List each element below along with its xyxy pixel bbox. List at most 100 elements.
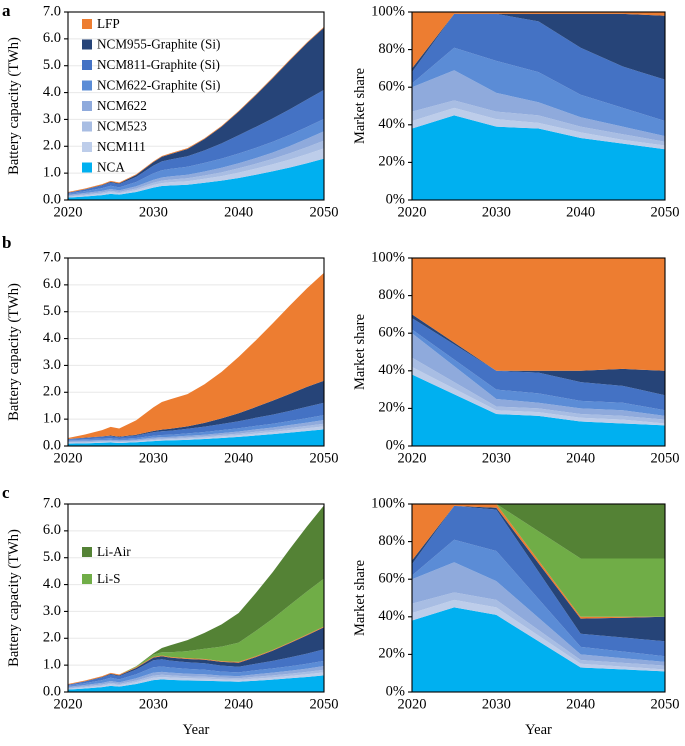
x-tick-label: 2050 <box>651 451 680 467</box>
legend-swatch <box>82 574 92 584</box>
y-tick-label: 6.0 <box>43 276 61 292</box>
x-tick-label: 2030 <box>139 697 168 713</box>
area-band-ncm523 <box>412 592 665 670</box>
y-tick-label: 4.0 <box>43 576 61 592</box>
area-band-lfp <box>68 626 324 685</box>
legend-swatch <box>82 60 92 70</box>
area-band-ncm111 <box>412 367 665 426</box>
y-tick-label: 0% <box>386 191 405 207</box>
y-axis-title: Battery capacity (TWh) <box>6 283 22 421</box>
y-tick-label: 0.0 <box>43 683 61 699</box>
area-band-ncm622 <box>412 70 665 142</box>
legend-label: NCM523 <box>97 119 147 134</box>
area-band-ncm622 <box>412 562 665 666</box>
area-band-ncm523 <box>412 357 665 424</box>
y-tick-label: 100% <box>371 3 405 19</box>
area-band-ncm955-graphite-si <box>68 27 324 193</box>
y-tick-label: 0.0 <box>43 191 61 207</box>
area-band-nca <box>68 675 324 692</box>
y-tick-label: 20% <box>378 646 405 662</box>
legend-swatch <box>82 162 92 173</box>
panel-letter-a: a <box>2 1 11 20</box>
y-tick-label: 2.0 <box>43 630 61 646</box>
y-tick-label: 3.0 <box>43 603 61 619</box>
legend-label: Li-S <box>97 571 120 586</box>
chart-c-capacity-svg: 0.0 1.0 2.0 3.0 4.0 5.0 6.0 7.0 2020 2030 2040 2050… <box>6 495 339 738</box>
panel-b: b 0.0 1.0 2.0 3.0 4.0 5.0 6.0 7.0 2020 2030 2040 20… <box>0 232 685 482</box>
legend-label: NCA <box>97 160 125 175</box>
area-band-ncm811-graphite-si <box>412 505 665 657</box>
legend-label: Li-Air <box>97 544 131 559</box>
x-tick-label: 2020 <box>398 697 427 713</box>
y-tick-label: 1.0 <box>43 410 61 426</box>
area-band-lfp <box>68 272 324 440</box>
y-tick-label: 1.0 <box>43 656 61 672</box>
area-band-ncm111 <box>412 107 665 150</box>
y-tick-label: 40% <box>378 608 405 624</box>
legend-swatch <box>82 142 92 152</box>
chart-c-share-svg: 0% 20% 40% 60% 80% 100% 2020 2030 2040 2050 Market… <box>352 495 680 738</box>
plot-frame <box>411 257 666 447</box>
x-tick-label: 2050 <box>310 697 339 713</box>
x-axis-title: Year <box>183 722 210 738</box>
panel-a: a 0.0 1.0 2.0 3.0 4.0 5.0 6.0 7.0 2020 2030 2040 20… <box>0 0 685 232</box>
chart-b-share-svg: 0% 20% 40% 60% 80% 100% 2020 2030 2040 2050 Market… <box>352 249 680 467</box>
panel-letter-c: c <box>2 483 10 502</box>
legend-swatch <box>82 101 92 111</box>
y-axis-title: Battery capacity (TWh) <box>6 529 22 667</box>
plot-frame <box>411 503 666 693</box>
y-tick-label: 60% <box>378 79 405 95</box>
y-tick-label: 4.0 <box>43 330 61 346</box>
legend-swatch <box>82 547 92 557</box>
x-tick-label: 2040 <box>224 451 253 467</box>
plot-frame <box>411 11 666 201</box>
y-tick-label: 80% <box>378 533 405 549</box>
y-tick-label: 0.0 <box>43 437 61 453</box>
x-tick-label: 2040 <box>566 697 595 713</box>
y-tick-label: 2.0 <box>43 384 61 400</box>
area-band-li-air <box>68 505 324 684</box>
area-band-ncm955-graphite-si <box>412 314 665 396</box>
legend-a: LFP NCM955-Graphite (Si) NCM811-Graphite (… <box>82 16 220 175</box>
x-tick-label: 2040 <box>566 205 595 221</box>
x-tick-label: 2030 <box>139 205 168 221</box>
panel-letter-b: b <box>2 233 12 252</box>
x-tick-label: 2020 <box>54 205 83 221</box>
chart-a-share-svg: 0% 20% 40% 60% 80% 100% 2020 2030 2040 2050 Market… <box>352 3 680 221</box>
area-band-li-s <box>68 578 324 684</box>
area-band-lfp <box>412 504 665 619</box>
x-tick-label: 2050 <box>651 697 680 713</box>
x-tick-label: 2040 <box>566 451 595 467</box>
chart-b-capacity: 0.0 1.0 2.0 3.0 4.0 5.0 6.0 7.0 2020 2030 2040 2050… <box>0 232 345 482</box>
area-band-nca <box>68 429 324 446</box>
legend-swatch <box>82 121 92 132</box>
y-tick-label: 60% <box>378 571 405 587</box>
area-band-ncm622-graphite-si <box>412 329 665 416</box>
y-tick-label: 80% <box>378 287 405 303</box>
legend-label: NCM811-Graphite (Si) <box>97 57 220 72</box>
y-axis-title: Market share <box>352 68 368 144</box>
legend-swatch <box>82 39 92 50</box>
area-band-ncm811-graphite-si <box>68 649 324 686</box>
area-band-ncm955-graphite-si <box>68 627 324 685</box>
y-tick-label: 60% <box>378 325 405 341</box>
y-tick-label: 7.0 <box>43 3 61 19</box>
x-tick-label: 2040 <box>224 697 253 713</box>
x-tick-label: 2030 <box>482 697 511 713</box>
y-tick-label: 40% <box>378 362 405 378</box>
area-band-nca <box>412 607 665 692</box>
area-band-ncm955-graphite-si <box>68 380 324 440</box>
panel-c: c 0.0 1.0 2.0 3.0 4.0 5.0 6.0 7.0 2020 2030 2040 20… <box>0 482 685 746</box>
area-band-ncm955-graphite-si <box>412 505 665 642</box>
area-band-li-air <box>412 504 665 559</box>
plot-frame <box>67 503 325 693</box>
area-band-ncm811-graphite-si <box>68 402 324 440</box>
legend-swatch <box>82 19 92 29</box>
chart-a-capacity: 0.0 1.0 2.0 3.0 4.0 5.0 6.0 7.0 2020 2030 2040 2050… <box>0 0 345 232</box>
x-tick-label: 2030 <box>482 205 511 221</box>
y-tick-label: 3.0 <box>43 357 61 373</box>
y-tick-label: 3.0 <box>43 111 61 127</box>
y-tick-label: 20% <box>378 400 405 416</box>
legend-label: NCM622-Graphite (Si) <box>97 78 220 93</box>
y-tick-label: 5.0 <box>43 57 61 73</box>
